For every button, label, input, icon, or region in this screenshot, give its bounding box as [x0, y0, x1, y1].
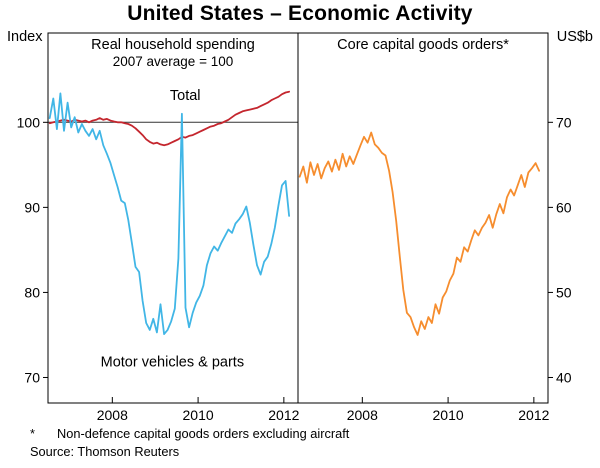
series-line-total [48, 90, 291, 147]
series-line-motor-vehicles [48, 92, 291, 336]
y-tick-label-right: 70 [556, 114, 572, 130]
footnote-marker: * [30, 426, 35, 441]
x-tick-label: 2012 [518, 407, 549, 423]
source-text: Source: Thomson Reuters [30, 444, 180, 459]
footnote: * Non-defence capital goods orders exclu… [30, 426, 590, 441]
panel-subtitle-left: 2007 average = 100 [113, 54, 233, 69]
x-tick-label: 2012 [268, 407, 299, 423]
y-tick-label-left: 70 [24, 369, 40, 385]
footnote-text: Non-defence capital goods orders excludi… [57, 426, 350, 441]
x-tick-label: 2010 [183, 407, 214, 423]
y-tick-label-right: 40 [556, 369, 572, 385]
y-tick-label-left: 80 [24, 284, 40, 300]
panel-title-right: Core capital goods orders* [337, 37, 509, 53]
chart-title: United States – Economic Activity [127, 2, 473, 25]
series-label-total: Total [170, 88, 201, 104]
y-tick-label-right: 60 [556, 199, 572, 215]
y-tick-label-left: 90 [24, 199, 40, 215]
left-axis-unit: Index [7, 29, 43, 45]
y-tick-label-left: 100 [17, 114, 41, 130]
y-tick-label-right: 50 [556, 284, 572, 300]
source-note: Source: Thomson Reuters [30, 444, 590, 459]
panel-title-left: Real household spending [91, 37, 255, 53]
series-line-core-capital-goods [298, 131, 540, 336]
series-label-motor-vehicles: Motor vehicles & parts [101, 354, 244, 370]
right-axis-unit: US$b [556, 29, 593, 45]
x-tick-label: 2008 [347, 407, 378, 423]
x-tick-label: 2008 [97, 407, 128, 423]
x-tick-label: 2010 [433, 407, 464, 423]
